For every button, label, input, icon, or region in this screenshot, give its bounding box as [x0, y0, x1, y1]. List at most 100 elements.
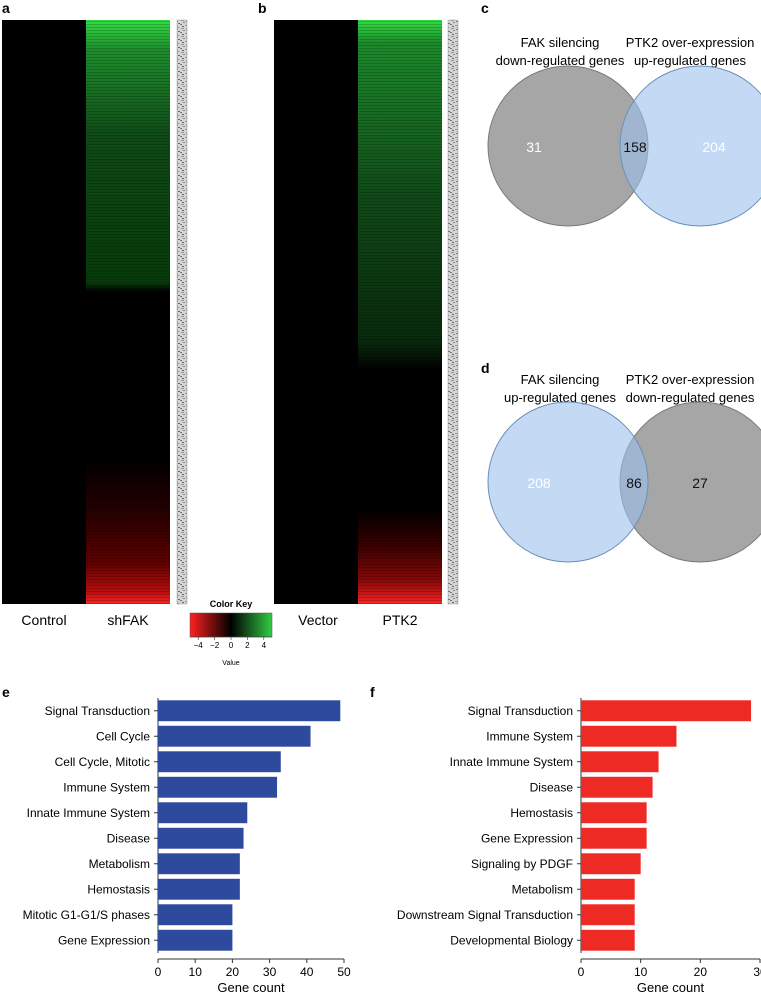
category-label: Innate Immune System	[27, 806, 150, 820]
venn-d-right-title-line1: PTK2 over-expression	[626, 372, 755, 387]
x-tick-label: 0	[155, 965, 162, 979]
bar	[158, 827, 244, 849]
color-key-tick-label: 4	[262, 641, 267, 650]
x-tick-label: 30	[753, 965, 761, 979]
venn-d-right-count: 27	[692, 475, 708, 491]
bar	[581, 776, 653, 798]
category-label: Mitotic G1-G1/S phases	[23, 908, 150, 922]
venn-d-left-title-line2: up-regulated genes	[504, 390, 617, 405]
heatmap-b-label-vector: Vector	[298, 612, 338, 628]
color-key-gradient	[189, 612, 273, 638]
category-label: Metabolism	[512, 882, 573, 896]
venn-c-left-count: 31	[526, 139, 542, 155]
heatmap-a-row-lines	[86, 20, 170, 604]
color-key-title: Color Key	[210, 599, 253, 609]
heatmap-b-row-lines	[358, 20, 442, 604]
venn-c-right-circle	[619, 65, 761, 227]
x-axis-label: Gene count	[637, 980, 705, 995]
category-label: Immune System	[486, 729, 573, 743]
x-tick-label: 0	[578, 965, 585, 979]
panel-label-f: f	[370, 684, 375, 700]
category-label: Downstream Signal Transduction	[397, 908, 573, 922]
x-tick-label: 40	[300, 965, 314, 979]
bar	[158, 802, 248, 824]
heatmap-a-control-column	[2, 20, 86, 604]
venn-d-left-circle	[487, 401, 649, 563]
venn-d-overlap-count: 86	[626, 475, 642, 491]
bar	[158, 878, 240, 900]
venn-c-overlap-count: 158	[623, 139, 647, 155]
color-key-tick-label: 0	[229, 641, 234, 650]
color-key-ticks: −4 −2 0 2 4	[194, 637, 267, 650]
bar-chart-e: Signal Transduction Cell Cycle Cell Cycle,…	[23, 698, 351, 995]
panel-label-c: c	[481, 0, 489, 16]
bar	[581, 802, 647, 824]
category-label: Hemostasis	[87, 882, 150, 896]
bar	[158, 929, 233, 951]
category-label: Developmental Biology	[450, 933, 573, 947]
x-tick-label: 20	[226, 965, 240, 979]
bar	[581, 878, 635, 900]
venn-d-right-title-line2: down-regulated genes	[626, 390, 755, 405]
color-key: Color Key −4 −2 0 2 4 Value	[189, 599, 273, 667]
bar	[158, 904, 233, 926]
panel-label-b: b	[258, 0, 267, 16]
bar	[158, 751, 281, 773]
heatmap-b-label-ptk2: PTK2	[382, 612, 417, 628]
bar	[158, 725, 311, 747]
heatmap-b: Vector PTK2	[274, 19, 459, 628]
color-key-tick-label: 2	[245, 641, 250, 650]
category-label: Signal Transduction	[45, 704, 150, 718]
category-label: Gene Expression	[58, 933, 150, 947]
heatmap-b-vector-column	[274, 20, 358, 604]
bar	[158, 700, 341, 722]
category-label: Disease	[530, 780, 574, 794]
bar	[581, 929, 635, 951]
category-label: Gene Expression	[481, 831, 573, 845]
category-label: Metabolism	[89, 857, 150, 871]
x-tick-label: 10	[189, 965, 203, 979]
bar	[581, 827, 647, 849]
category-label: Disease	[107, 831, 151, 845]
bar	[581, 853, 641, 875]
venn-d-left-count: 208	[527, 475, 551, 491]
venn-d-left-title-line1: FAK silencing	[521, 372, 600, 387]
x-tick-label: 30	[263, 965, 277, 979]
panel-label-e: e	[2, 684, 10, 700]
bar	[581, 751, 659, 773]
x-tick-label: 10	[634, 965, 648, 979]
category-label: Signal Transduction	[468, 704, 573, 718]
category-label: Cell Cycle, Mitotic	[55, 755, 150, 769]
x-tick-label: 20	[694, 965, 708, 979]
heatmap-a-label-control: Control	[21, 612, 66, 628]
heatmap-a: Control shFAK	[2, 19, 188, 628]
bar	[581, 904, 635, 926]
heatmap-a-dendrogram	[176, 19, 188, 605]
heatmap-a-label-shfak: shFAK	[107, 612, 149, 628]
bar	[581, 725, 677, 747]
category-label: Innate Immune System	[450, 755, 573, 769]
panel-label-a: a	[2, 0, 10, 16]
panel-label-d: d	[481, 360, 490, 376]
venn-c-right-count: 204	[702, 139, 726, 155]
venn-c-left-title-line2: down-regulated genes	[496, 53, 625, 68]
category-label: Immune System	[63, 780, 150, 794]
bar	[158, 776, 278, 798]
color-key-axis-label: Value	[222, 660, 239, 667]
bar-chart-f: Signal Transduction Immune System Innate I…	[397, 698, 761, 995]
venn-c-left-title-line1: FAK silencing	[521, 35, 600, 50]
bar	[158, 853, 240, 875]
venn-c-right-title-line1: PTK2 over-expression	[626, 35, 755, 50]
color-key-tick-label: −2	[210, 641, 220, 650]
bar	[581, 700, 752, 722]
heatmap-b-dendrogram	[447, 19, 459, 605]
category-label: Cell Cycle	[96, 729, 150, 743]
venn-c: FAK silencing down-regulated genes PTK2 …	[487, 35, 761, 227]
category-label: Signaling by PDGF	[471, 857, 573, 871]
x-tick-label: 50	[337, 965, 351, 979]
color-key-tick-label: −4	[194, 641, 204, 650]
x-axis-label: Gene count	[217, 980, 285, 995]
venn-d: FAK silencing up-regulated genes PTK2 ov…	[487, 372, 761, 563]
venn-c-right-title-line2: up-regulated genes	[634, 53, 747, 68]
